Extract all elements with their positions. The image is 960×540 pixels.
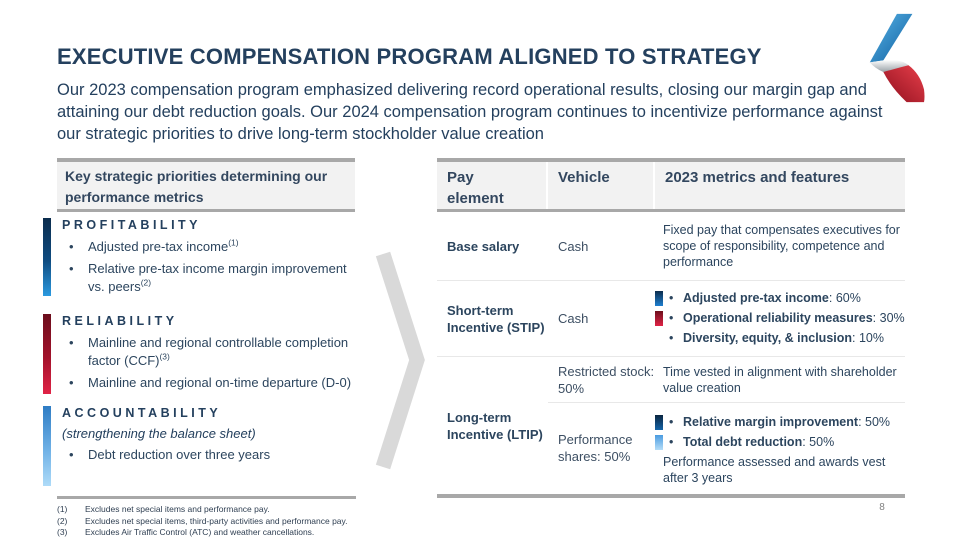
column-header-pay-element: Pay element (437, 162, 548, 209)
ltip-subrow-restricted-stock: Restricted stock: 50% Time vested in ali… (548, 357, 905, 403)
flow-chevron-icon (375, 251, 425, 470)
metric-bullet: Operational reliability measures: 30% (655, 310, 905, 327)
pay-element-cell: Long-term Incentive (LTIP) (447, 409, 543, 442)
table-header-row: Pay element Vehicle 2023 metrics and fea… (437, 158, 905, 212)
column-header-metrics: 2023 metrics and features (665, 169, 850, 186)
footnote: (1) Excludes net special items and perfor… (57, 504, 270, 514)
profitability-bar-icon (43, 218, 51, 296)
metrics-cell: Adjusted pre-tax income: 60% Operational… (655, 287, 905, 350)
vehicle-cell: Cash (558, 238, 589, 254)
section-heading: RELIABILITY (62, 314, 178, 328)
list-item: Mainline and regional on-time departure … (62, 374, 355, 392)
metric-bullet: Adjusted pre-tax income: 60% (655, 290, 905, 307)
metrics-cell: Fixed pay that compensates executives fo… (663, 223, 900, 269)
vehicle-cell: Restricted stock: 50% (558, 363, 655, 396)
list-item: Mainline and regional controllable compl… (62, 334, 355, 370)
metric-bullet: Relative margin improvement: 50% (655, 414, 905, 431)
page-title: EXECUTIVE COMPENSATION PROGRAM ALIGNED T… (57, 44, 762, 69)
section-heading: ACCOUNTABILITY (62, 406, 222, 420)
footnote-divider (57, 496, 356, 499)
ltip-subrow-performance-shares: Performance shares: 50% Relative margin … (548, 403, 905, 493)
pay-element-cell: Short-term Incentive (STIP) (447, 302, 545, 335)
vehicle-cell: Performance shares: 50% (558, 432, 633, 464)
navy-gradient-marker-icon (655, 414, 663, 430)
list-item: Relative pre-tax income margin improveme… (62, 260, 355, 296)
section-heading: PROFITABILITY (62, 218, 202, 232)
column-header-vehicle: Vehicle (548, 162, 655, 209)
section-subtitle: (strengthening the balance sheet) (62, 426, 256, 441)
page-number: 8 (879, 502, 885, 513)
metrics-cell: Relative margin improvement: 50% Total d… (655, 411, 905, 486)
table-row-stip: Short-term Incentive (STIP) Cash Adjuste… (437, 281, 905, 357)
intro-paragraph: Our 2023 compensation program emphasized… (57, 81, 883, 143)
list-item: Adjusted pre-tax income(1) (62, 238, 355, 256)
section-profitability: PROFITABILITY Adjusted pre-tax income(1)… (43, 218, 355, 300)
compensation-table: Pay element Vehicle 2023 metrics and fea… (437, 158, 905, 498)
metric-bullet: Diversity, equity, & inclusion: 10% (655, 330, 905, 347)
reliability-bar-icon (43, 314, 51, 394)
section-reliability: RELIABILITY Mainline and regional contro… (43, 314, 355, 396)
footnote: (2) Excludes net special items, third-par… (57, 515, 348, 526)
table-row-ltip: Long-term Incentive (LTIP) Restricted st… (437, 357, 905, 494)
lightblue-gradient-marker-icon (655, 434, 663, 450)
accountability-bar-icon (43, 406, 51, 486)
footnotes: (1) Excludes net special items and perfor… (57, 504, 457, 539)
blue-gradient-marker-icon (655, 291, 663, 306)
footnote: (3) Excludes Air Traffic Control (ATC) an… (57, 527, 315, 537)
table-row-base-salary: Base salary Cash Fixed pay that compensa… (437, 212, 905, 281)
vehicle-cell: Cash (558, 311, 589, 326)
section-accountability: ACCOUNTABILITY (strengthening the balanc… (43, 406, 355, 486)
metrics-cell: Time vested in alignment with shareholde… (663, 364, 897, 395)
red-gradient-marker-icon (655, 311, 663, 326)
pay-element-cell: Base salary (447, 238, 520, 254)
metric-bullet: Total debt reduction: 50% (655, 434, 905, 451)
left-panel-header: Key strategic priorities determining our… (57, 158, 355, 212)
list-item: Debt reduction over three years (62, 446, 355, 464)
american-airlines-logo-icon (869, 13, 925, 103)
